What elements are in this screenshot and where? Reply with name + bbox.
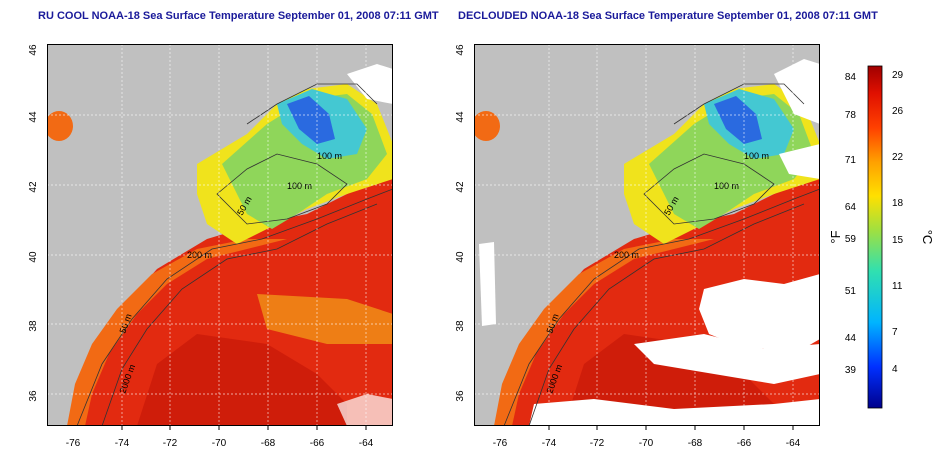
- colorbar-f-tick: 78: [845, 110, 857, 121]
- lat-tick-label: 46: [28, 44, 39, 56]
- colorbar-f-tick: 39: [845, 365, 857, 376]
- lon-tick-label: -72: [590, 438, 605, 449]
- bathymetry-contours: [503, 83, 820, 426]
- sst-map-declouded: 100 m 100 m 50 m 200 m 50 m 2000 m: [474, 44, 820, 426]
- colorbar-c-tick: 11: [892, 281, 903, 292]
- masked-cloud-region: [779, 144, 820, 179]
- lat-tick-label: 36: [455, 390, 466, 402]
- cloud-patch: [347, 64, 393, 104]
- lon-tick-label: -74: [542, 438, 557, 449]
- colorbar-fahrenheit-ticks: 84 78 71 64 59 51 44 39: [845, 72, 857, 376]
- lon-tick-label: -68: [688, 438, 703, 449]
- colorbar: [867, 65, 883, 409]
- masked-cloud-region: [774, 59, 820, 124]
- ocean-orange-shelf: [67, 239, 287, 426]
- colorbar-c-tick: 26: [892, 106, 904, 117]
- colorbar-celsius-ticks: 29 26 22 18 15 11 7 4: [892, 70, 904, 375]
- right-lat-axis: 46 44 42 40 38 36: [455, 44, 466, 402]
- graticule-grid: [474, 44, 820, 426]
- left-lat-axis: 46 44 42 40 38 36: [28, 44, 39, 402]
- lat-tick-label: 42: [28, 181, 39, 193]
- ocean-blue-water: [714, 96, 762, 144]
- lon-tick-label: -70: [639, 438, 654, 449]
- right-map-title: DECLOUDED NOAA-18 Sea Surface Temperatur…: [458, 10, 878, 22]
- colorbar-c-tick: 18: [892, 198, 904, 209]
- lat-tick-label: 38: [455, 320, 466, 332]
- left-map-title: RU COOL NOAA-18 Sea Surface Temperature …: [38, 10, 439, 22]
- lon-tick-label: -76: [493, 438, 508, 449]
- ocean-orange-shelf: [494, 239, 714, 426]
- lon-tick-label: -66: [310, 438, 325, 449]
- sst-map-raw: 100 m 100 m 50 m 200 m 50 m 2000 m: [47, 44, 393, 426]
- right-lon-axis: -76 -74 -72 -70 -68 -66 -64: [493, 426, 801, 449]
- colorbar-c-tick: 22: [892, 152, 904, 163]
- ocean-yellow-streaks: [257, 294, 393, 344]
- ocean-warm-patch: [474, 111, 500, 141]
- colorbar-celsius-label: °C: [920, 230, 935, 245]
- contour-label: 100 m: [317, 151, 342, 161]
- lon-tick-label: -64: [786, 438, 801, 449]
- lon-tick-label: -74: [115, 438, 130, 449]
- lat-tick-label: 42: [455, 181, 466, 193]
- lat-tick-label: 40: [455, 251, 466, 263]
- left-lon-axis: -76 -74 -72 -70 -68 -66 -64: [66, 426, 374, 449]
- masked-cloud-region: [634, 334, 820, 384]
- colorbar-c-tick: 7: [892, 327, 898, 338]
- lat-tick-label: 46: [455, 44, 466, 56]
- masked-cloud-region: [479, 242, 496, 326]
- ocean-blue-water: [287, 96, 335, 144]
- lat-tick-label: 44: [455, 111, 466, 123]
- map-frame: [47, 44, 393, 426]
- colorbar-c-tick: 4: [892, 364, 898, 375]
- colorbar-c-tick: 15: [892, 235, 904, 246]
- colorbar-f-tick: 64: [845, 202, 857, 213]
- colorbar-f-tick: 84: [845, 72, 857, 83]
- masked-cloud-region: [529, 399, 820, 426]
- lon-tick-label: -70: [212, 438, 227, 449]
- masked-cloud-region: [699, 274, 820, 354]
- lat-tick-label: 36: [28, 390, 39, 402]
- colorbar-f-tick: 44: [845, 333, 857, 344]
- contour-label: 100 m: [714, 181, 739, 191]
- contour-label: 100 m: [744, 151, 769, 161]
- lat-tick-label: 38: [28, 320, 39, 332]
- ocean-deep-red: [137, 334, 347, 426]
- graticule-grid: [47, 44, 393, 426]
- lon-tick-label: -72: [163, 438, 178, 449]
- lat-tick-label: 44: [28, 111, 39, 123]
- colorbar-f-tick: 71: [845, 155, 857, 166]
- lon-tick-label: -66: [737, 438, 752, 449]
- cloud-patch-small: [337, 394, 393, 426]
- colorbar-f-tick: 51: [845, 286, 857, 297]
- ocean-warm-region: [67, 174, 393, 426]
- ocean-warm-patch: [47, 111, 73, 141]
- colorbar-f-tick: 59: [845, 234, 857, 245]
- lat-tick-label: 40: [28, 251, 39, 263]
- colorbar-fahrenheit-label: °F: [828, 230, 843, 243]
- lon-tick-label: -64: [359, 438, 374, 449]
- map-frame: [474, 44, 820, 426]
- lon-tick-label: -68: [261, 438, 276, 449]
- colorbar-c-tick: 29: [892, 70, 904, 81]
- contour-label: 100 m: [287, 181, 312, 191]
- lon-tick-label: -76: [66, 438, 81, 449]
